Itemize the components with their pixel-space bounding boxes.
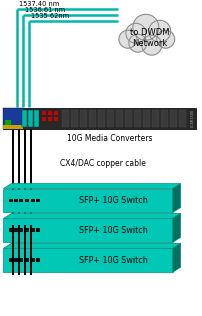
FancyBboxPatch shape: [9, 198, 13, 203]
Polygon shape: [172, 184, 180, 212]
FancyBboxPatch shape: [42, 111, 46, 115]
FancyBboxPatch shape: [48, 111, 52, 115]
FancyBboxPatch shape: [25, 258, 29, 262]
FancyBboxPatch shape: [178, 110, 185, 127]
Polygon shape: [3, 213, 180, 218]
Text: SFP+ 10G Switch: SFP+ 10G Switch: [79, 196, 147, 205]
FancyBboxPatch shape: [36, 198, 40, 203]
FancyBboxPatch shape: [71, 110, 78, 127]
FancyBboxPatch shape: [151, 110, 158, 127]
FancyBboxPatch shape: [42, 117, 46, 121]
FancyBboxPatch shape: [48, 117, 52, 121]
Polygon shape: [172, 213, 180, 242]
FancyBboxPatch shape: [22, 110, 27, 127]
FancyBboxPatch shape: [62, 110, 69, 127]
Text: 10G Media Converters: 10G Media Converters: [66, 134, 152, 143]
FancyBboxPatch shape: [54, 117, 58, 121]
FancyBboxPatch shape: [14, 198, 18, 203]
FancyBboxPatch shape: [80, 110, 87, 127]
FancyBboxPatch shape: [89, 110, 96, 127]
FancyBboxPatch shape: [9, 258, 13, 262]
FancyBboxPatch shape: [3, 189, 172, 212]
Circle shape: [118, 30, 136, 48]
FancyBboxPatch shape: [124, 110, 131, 127]
Circle shape: [132, 14, 158, 40]
Text: SFP+ 10G Switch: SFP+ 10G Switch: [79, 256, 147, 265]
FancyBboxPatch shape: [169, 110, 176, 127]
FancyBboxPatch shape: [19, 258, 23, 262]
Text: LC4R1500: LC4R1500: [190, 109, 194, 127]
Polygon shape: [3, 184, 180, 189]
Text: 1535 62nm: 1535 62nm: [31, 13, 69, 19]
FancyBboxPatch shape: [3, 218, 172, 242]
Circle shape: [141, 35, 161, 55]
FancyBboxPatch shape: [142, 110, 149, 127]
FancyBboxPatch shape: [3, 108, 23, 129]
Text: to DWDM
Network: to DWDM Network: [129, 28, 169, 48]
Circle shape: [128, 34, 146, 52]
FancyBboxPatch shape: [14, 258, 18, 262]
Circle shape: [148, 20, 170, 42]
FancyBboxPatch shape: [25, 198, 29, 203]
FancyBboxPatch shape: [5, 120, 11, 125]
FancyBboxPatch shape: [36, 228, 40, 232]
FancyBboxPatch shape: [19, 228, 23, 232]
FancyBboxPatch shape: [28, 110, 33, 127]
Circle shape: [125, 23, 145, 43]
Text: 1537.40 nm: 1537.40 nm: [19, 1, 59, 7]
FancyBboxPatch shape: [160, 110, 167, 127]
FancyBboxPatch shape: [31, 198, 35, 203]
FancyBboxPatch shape: [36, 258, 40, 262]
FancyBboxPatch shape: [106, 110, 113, 127]
FancyBboxPatch shape: [31, 258, 35, 262]
FancyBboxPatch shape: [98, 110, 104, 127]
Polygon shape: [3, 243, 180, 248]
FancyBboxPatch shape: [25, 228, 29, 232]
FancyBboxPatch shape: [31, 228, 35, 232]
Polygon shape: [172, 243, 180, 272]
Text: CX4/DAC copper cable: CX4/DAC copper cable: [60, 159, 145, 168]
Text: 1536.61 nm: 1536.61 nm: [25, 7, 65, 13]
FancyBboxPatch shape: [9, 228, 13, 232]
FancyBboxPatch shape: [3, 125, 23, 129]
FancyBboxPatch shape: [19, 198, 23, 203]
FancyBboxPatch shape: [3, 108, 195, 129]
FancyBboxPatch shape: [133, 110, 140, 127]
Text: SFP+ 10G Switch: SFP+ 10G Switch: [79, 226, 147, 235]
FancyBboxPatch shape: [54, 111, 58, 115]
FancyBboxPatch shape: [14, 228, 18, 232]
FancyBboxPatch shape: [3, 248, 172, 272]
Circle shape: [156, 30, 174, 48]
FancyBboxPatch shape: [34, 110, 39, 127]
FancyBboxPatch shape: [115, 110, 122, 127]
